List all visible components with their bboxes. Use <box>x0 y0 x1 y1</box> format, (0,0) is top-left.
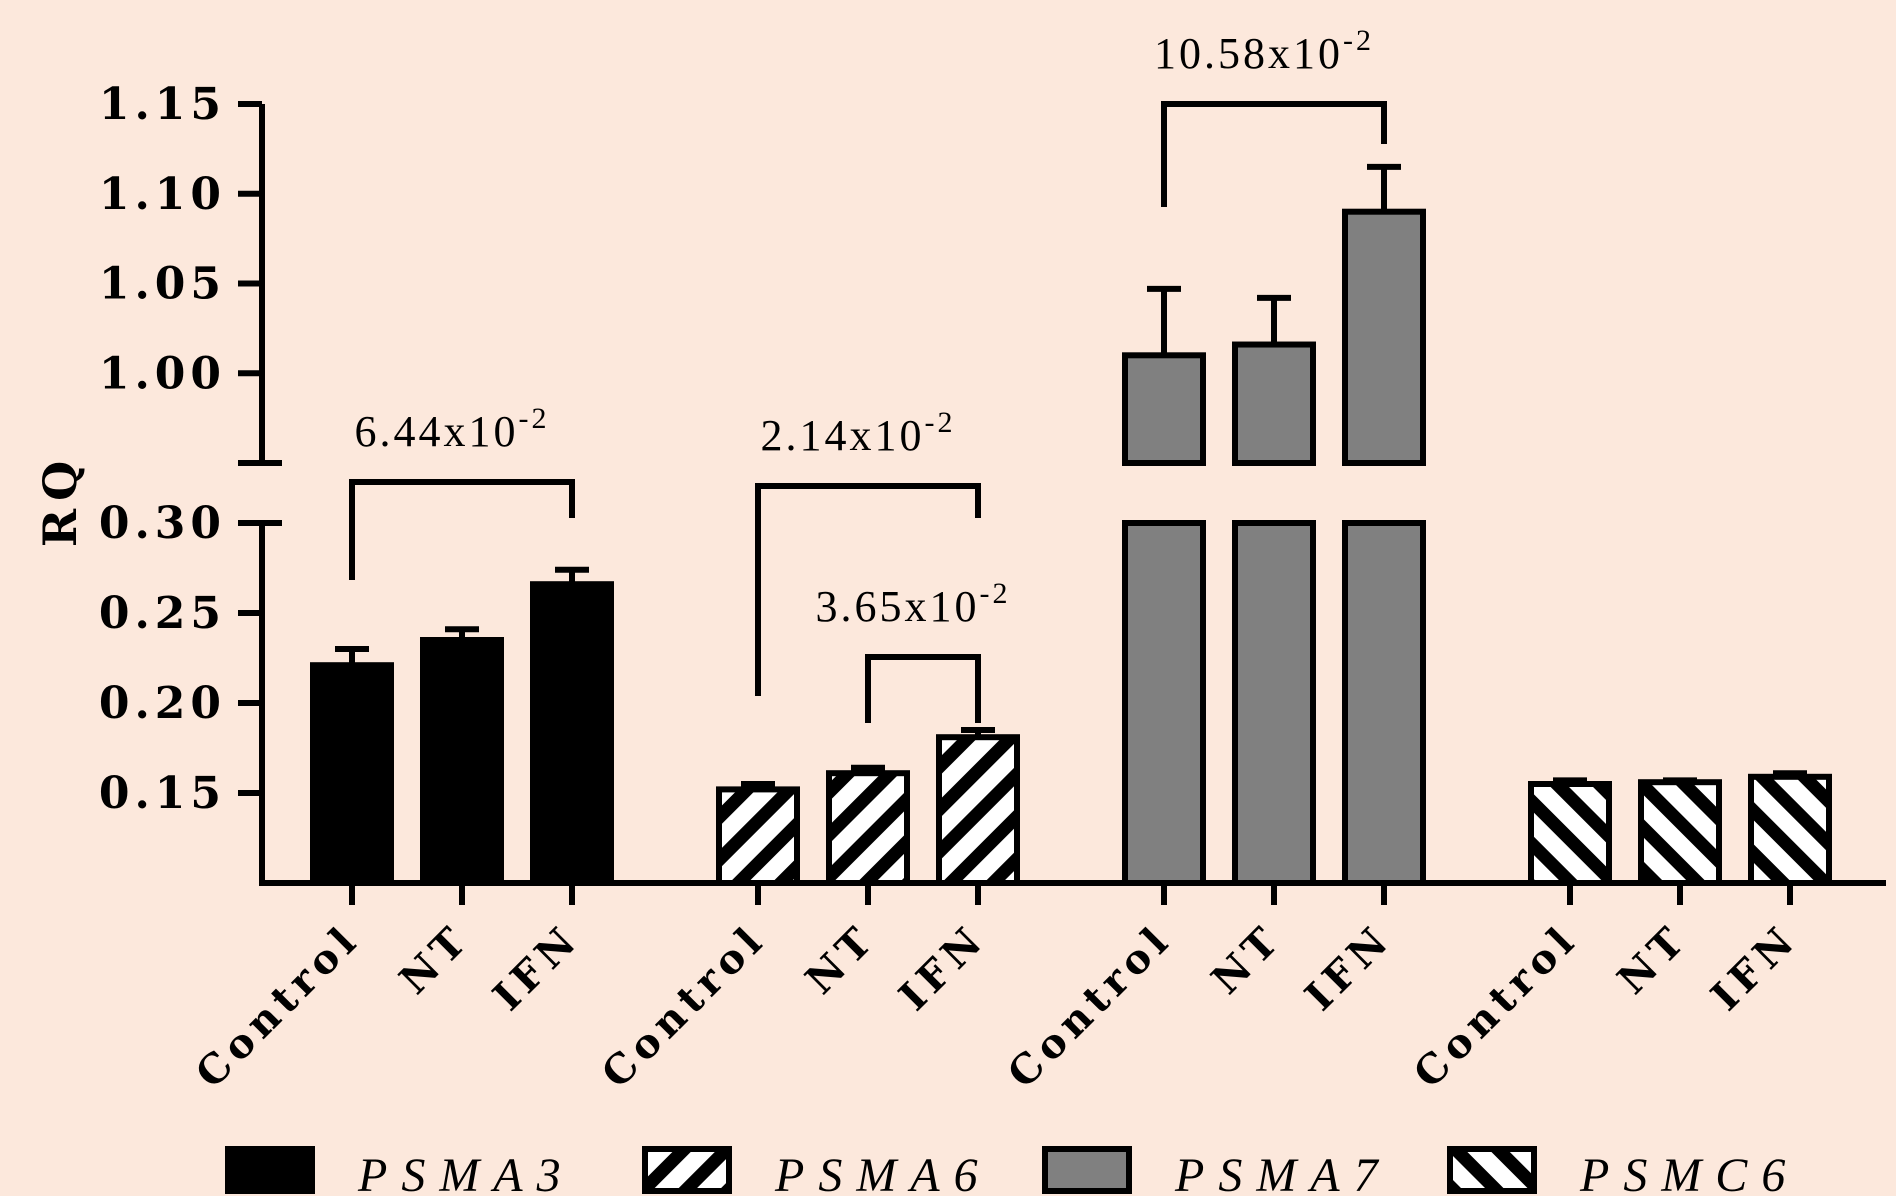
significance-exponent: -2 <box>980 577 1011 610</box>
bar-lower-segment <box>1122 520 1206 886</box>
x-tick-label: Control <box>187 915 369 1097</box>
bar <box>826 770 910 887</box>
y-tick-label: 1.15 <box>99 79 226 130</box>
x-tick-label: NT <box>1608 915 1697 1004</box>
legend-swatch <box>1042 1146 1132 1194</box>
bar-lower-segment <box>1342 520 1426 886</box>
significance-bracket <box>865 654 981 723</box>
y-tick-label: 1.10 <box>99 169 226 220</box>
bar <box>716 786 800 887</box>
y-tick-label: 0.30 <box>99 498 226 549</box>
significance-exponent: -2 <box>1343 24 1374 57</box>
axis-break-gap <box>1230 466 1318 520</box>
bar <box>310 662 394 887</box>
significance-exponent: -2 <box>519 402 550 435</box>
x-tick-label: NT <box>796 915 885 1004</box>
x-tick-label: Control <box>999 915 1181 1097</box>
x-tick-label: IFN <box>1296 915 1401 1020</box>
legend-swatch <box>642 1146 732 1194</box>
y-tick-label: 1.00 <box>99 348 226 399</box>
legend-swatch <box>1447 1146 1537 1194</box>
x-tick-label: IFN <box>890 915 995 1020</box>
significance-bracket <box>1161 101 1387 207</box>
y-axis-title: RQ <box>33 453 87 547</box>
legend-label: PSMA6 <box>774 1149 992 1196</box>
bar-upper-segment <box>1342 208 1426 466</box>
significance-label: 2.14x10-2 <box>761 406 956 460</box>
legend-label: PSMA3 <box>357 1149 575 1196</box>
legend-label: PSMA7 <box>1174 1149 1392 1196</box>
y-tick-label: 1.05 <box>99 259 226 310</box>
axis-break-gap <box>1120 466 1208 520</box>
legend-label: PSMC6 <box>1579 1149 1799 1196</box>
bar-lower-segment <box>1232 520 1316 886</box>
y-tick-label: 0.25 <box>99 588 226 639</box>
significance-bracket <box>755 483 981 696</box>
x-tick-label: Control <box>593 915 775 1097</box>
bar <box>1638 779 1722 887</box>
x-tick-label: NT <box>390 915 479 1004</box>
x-tick-label: IFN <box>484 915 589 1020</box>
bar <box>420 637 504 886</box>
bar-upper-segment <box>1232 341 1316 466</box>
axis-break-gap <box>1340 466 1428 520</box>
y-tick-label: 0.15 <box>99 768 226 819</box>
bar-upper-segment <box>1122 352 1206 466</box>
significance-label: 6.44x10-2 <box>355 402 550 456</box>
bar <box>1528 781 1612 886</box>
bar <box>1748 773 1832 886</box>
x-tick-label: Control <box>1405 915 1587 1097</box>
legend-swatch <box>225 1146 315 1194</box>
significance-exponent: -2 <box>925 406 956 439</box>
y-tick-label: 0.20 <box>99 678 226 729</box>
bar <box>530 581 614 886</box>
bar <box>936 734 1020 887</box>
significance-label: 3.65x10-2 <box>816 577 1011 631</box>
x-tick-label: IFN <box>1702 915 1807 1020</box>
significance-label: 10.58x10-2 <box>1154 24 1374 78</box>
x-tick-label: NT <box>1202 915 1291 1004</box>
significance-bracket <box>349 479 575 580</box>
